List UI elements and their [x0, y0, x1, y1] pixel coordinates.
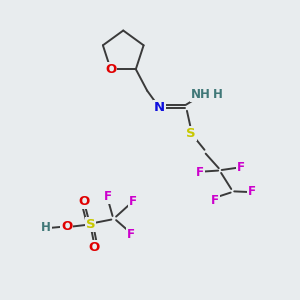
- Text: O: O: [78, 195, 90, 208]
- Text: F: F: [104, 190, 112, 203]
- Text: O: O: [105, 63, 116, 76]
- Text: O: O: [88, 241, 100, 254]
- Text: NH: NH: [191, 88, 211, 101]
- Text: F: F: [248, 185, 256, 199]
- Text: S: S: [186, 127, 196, 140]
- Text: N: N: [154, 101, 165, 114]
- Text: F: F: [196, 166, 204, 178]
- Text: F: F: [129, 195, 137, 208]
- Text: F: F: [211, 194, 219, 207]
- Text: F: F: [236, 161, 244, 174]
- Text: F: F: [127, 228, 135, 241]
- Text: H: H: [41, 221, 51, 234]
- Text: S: S: [86, 218, 95, 231]
- Text: H: H: [213, 88, 223, 101]
- Text: O: O: [61, 220, 72, 233]
